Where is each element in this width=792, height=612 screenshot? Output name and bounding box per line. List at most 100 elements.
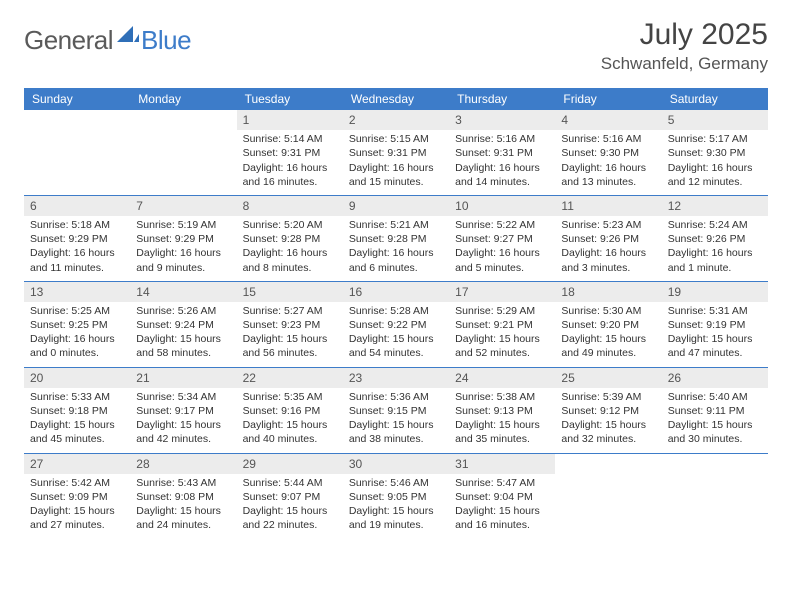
daylight-line: Daylight: 16 hours and 13 minutes. bbox=[561, 161, 655, 189]
sunrise-line: Sunrise: 5:24 AM bbox=[668, 218, 762, 232]
calendar-cell: 17Sunrise: 5:29 AMSunset: 9:21 PMDayligh… bbox=[449, 282, 555, 367]
day-number: 12 bbox=[662, 196, 768, 216]
day-headers-row: SundayMondayTuesdayWednesdayThursdayFrid… bbox=[24, 88, 768, 110]
sunset-line: Sunset: 9:30 PM bbox=[668, 146, 762, 160]
sunrise-line: Sunrise: 5:16 AM bbox=[561, 132, 655, 146]
sunset-line: Sunset: 9:26 PM bbox=[561, 232, 655, 246]
daylight-line: Daylight: 16 hours and 5 minutes. bbox=[455, 246, 549, 274]
sunrise-line: Sunrise: 5:47 AM bbox=[455, 476, 549, 490]
sunrise-line: Sunrise: 5:44 AM bbox=[243, 476, 337, 490]
calendar-cell: 27Sunrise: 5:42 AMSunset: 9:09 PMDayligh… bbox=[24, 454, 130, 539]
cell-body: Sunrise: 5:38 AMSunset: 9:13 PMDaylight:… bbox=[449, 388, 555, 453]
day-number: 11 bbox=[555, 196, 661, 216]
sunset-line: Sunset: 9:24 PM bbox=[136, 318, 230, 332]
sunrise-line: Sunrise: 5:33 AM bbox=[30, 390, 124, 404]
cell-body: Sunrise: 5:24 AMSunset: 9:26 PMDaylight:… bbox=[662, 216, 768, 281]
cell-body: Sunrise: 5:27 AMSunset: 9:23 PMDaylight:… bbox=[237, 302, 343, 367]
calendar-cell: 6Sunrise: 5:18 AMSunset: 9:29 PMDaylight… bbox=[24, 196, 130, 281]
calendar-cell: 12Sunrise: 5:24 AMSunset: 9:26 PMDayligh… bbox=[662, 196, 768, 281]
sunset-line: Sunset: 9:11 PM bbox=[668, 404, 762, 418]
day-number: 19 bbox=[662, 282, 768, 302]
calendar-cell: 23Sunrise: 5:36 AMSunset: 9:15 PMDayligh… bbox=[343, 368, 449, 453]
daylight-line: Daylight: 15 hours and 27 minutes. bbox=[30, 504, 124, 532]
calendar-cell: 19Sunrise: 5:31 AMSunset: 9:19 PMDayligh… bbox=[662, 282, 768, 367]
calendar-cell: 15Sunrise: 5:27 AMSunset: 9:23 PMDayligh… bbox=[237, 282, 343, 367]
cell-body: Sunrise: 5:40 AMSunset: 9:11 PMDaylight:… bbox=[662, 388, 768, 453]
sunset-line: Sunset: 9:12 PM bbox=[561, 404, 655, 418]
sunset-line: Sunset: 9:28 PM bbox=[243, 232, 337, 246]
daylight-line: Daylight: 15 hours and 24 minutes. bbox=[136, 504, 230, 532]
day-header: Friday bbox=[555, 88, 661, 110]
sunset-line: Sunset: 9:22 PM bbox=[349, 318, 443, 332]
calendar-cell: 25Sunrise: 5:39 AMSunset: 9:12 PMDayligh… bbox=[555, 368, 661, 453]
daylight-line: Daylight: 16 hours and 3 minutes. bbox=[561, 246, 655, 274]
calendar-cell bbox=[662, 454, 768, 539]
daylight-line: Daylight: 16 hours and 8 minutes. bbox=[243, 246, 337, 274]
sunrise-line: Sunrise: 5:42 AM bbox=[30, 476, 124, 490]
calendar-cell: 10Sunrise: 5:22 AMSunset: 9:27 PMDayligh… bbox=[449, 196, 555, 281]
logo-text-2: Blue bbox=[141, 25, 191, 56]
day-number: 23 bbox=[343, 368, 449, 388]
cell-body: Sunrise: 5:18 AMSunset: 9:29 PMDaylight:… bbox=[24, 216, 130, 281]
sunset-line: Sunset: 9:25 PM bbox=[30, 318, 124, 332]
cell-body: Sunrise: 5:47 AMSunset: 9:04 PMDaylight:… bbox=[449, 474, 555, 539]
cell-body: Sunrise: 5:25 AMSunset: 9:25 PMDaylight:… bbox=[24, 302, 130, 367]
cell-body: Sunrise: 5:14 AMSunset: 9:31 PMDaylight:… bbox=[237, 130, 343, 195]
calendar-cell bbox=[24, 110, 130, 195]
sunrise-line: Sunrise: 5:17 AM bbox=[668, 132, 762, 146]
sunrise-line: Sunrise: 5:35 AM bbox=[243, 390, 337, 404]
day-number: 13 bbox=[24, 282, 130, 302]
sunrise-line: Sunrise: 5:39 AM bbox=[561, 390, 655, 404]
daylight-line: Daylight: 15 hours and 42 minutes. bbox=[136, 418, 230, 446]
week-row: 1Sunrise: 5:14 AMSunset: 9:31 PMDaylight… bbox=[24, 110, 768, 195]
daylight-line: Daylight: 15 hours and 49 minutes. bbox=[561, 332, 655, 360]
daylight-line: Daylight: 15 hours and 47 minutes. bbox=[668, 332, 762, 360]
day-number: 27 bbox=[24, 454, 130, 474]
cell-body: Sunrise: 5:26 AMSunset: 9:24 PMDaylight:… bbox=[130, 302, 236, 367]
day-number: 25 bbox=[555, 368, 661, 388]
day-number: 9 bbox=[343, 196, 449, 216]
sunset-line: Sunset: 9:16 PM bbox=[243, 404, 337, 418]
cell-body: Sunrise: 5:28 AMSunset: 9:22 PMDaylight:… bbox=[343, 302, 449, 367]
sunset-line: Sunset: 9:05 PM bbox=[349, 490, 443, 504]
sunset-line: Sunset: 9:31 PM bbox=[349, 146, 443, 160]
sunset-line: Sunset: 9:30 PM bbox=[561, 146, 655, 160]
daylight-line: Daylight: 15 hours and 30 minutes. bbox=[668, 418, 762, 446]
sunrise-line: Sunrise: 5:34 AM bbox=[136, 390, 230, 404]
sunset-line: Sunset: 9:28 PM bbox=[349, 232, 443, 246]
day-header: Saturday bbox=[662, 88, 768, 110]
calendar-cell: 1Sunrise: 5:14 AMSunset: 9:31 PMDaylight… bbox=[237, 110, 343, 195]
cell-body: Sunrise: 5:42 AMSunset: 9:09 PMDaylight:… bbox=[24, 474, 130, 539]
sunset-line: Sunset: 9:19 PM bbox=[668, 318, 762, 332]
daylight-line: Daylight: 15 hours and 40 minutes. bbox=[243, 418, 337, 446]
day-number: 17 bbox=[449, 282, 555, 302]
cell-body: Sunrise: 5:23 AMSunset: 9:26 PMDaylight:… bbox=[555, 216, 661, 281]
sunrise-line: Sunrise: 5:22 AM bbox=[455, 218, 549, 232]
daylight-line: Daylight: 16 hours and 0 minutes. bbox=[30, 332, 124, 360]
cell-body: Sunrise: 5:19 AMSunset: 9:29 PMDaylight:… bbox=[130, 216, 236, 281]
daylight-line: Daylight: 15 hours and 16 minutes. bbox=[455, 504, 549, 532]
logo-text-1: General bbox=[24, 25, 113, 56]
header: General Blue July 2025 Schwanfeld, Germa… bbox=[24, 18, 768, 74]
sunrise-line: Sunrise: 5:23 AM bbox=[561, 218, 655, 232]
calendar-cell: 20Sunrise: 5:33 AMSunset: 9:18 PMDayligh… bbox=[24, 368, 130, 453]
sunrise-line: Sunrise: 5:36 AM bbox=[349, 390, 443, 404]
day-number: 1 bbox=[237, 110, 343, 130]
title-block: July 2025 Schwanfeld, Germany bbox=[601, 18, 768, 74]
calendar-cell: 29Sunrise: 5:44 AMSunset: 9:07 PMDayligh… bbox=[237, 454, 343, 539]
cell-body: Sunrise: 5:35 AMSunset: 9:16 PMDaylight:… bbox=[237, 388, 343, 453]
day-number: 24 bbox=[449, 368, 555, 388]
calendar-cell: 18Sunrise: 5:30 AMSunset: 9:20 PMDayligh… bbox=[555, 282, 661, 367]
day-number: 16 bbox=[343, 282, 449, 302]
sunset-line: Sunset: 9:31 PM bbox=[455, 146, 549, 160]
sunrise-line: Sunrise: 5:46 AM bbox=[349, 476, 443, 490]
calendar-cell: 8Sunrise: 5:20 AMSunset: 9:28 PMDaylight… bbox=[237, 196, 343, 281]
day-header: Thursday bbox=[449, 88, 555, 110]
calendar-cell: 30Sunrise: 5:46 AMSunset: 9:05 PMDayligh… bbox=[343, 454, 449, 539]
sunrise-line: Sunrise: 5:40 AM bbox=[668, 390, 762, 404]
sunrise-line: Sunrise: 5:43 AM bbox=[136, 476, 230, 490]
calendar-cell: 21Sunrise: 5:34 AMSunset: 9:17 PMDayligh… bbox=[130, 368, 236, 453]
day-number: 14 bbox=[130, 282, 236, 302]
sunset-line: Sunset: 9:04 PM bbox=[455, 490, 549, 504]
daylight-line: Daylight: 16 hours and 6 minutes. bbox=[349, 246, 443, 274]
